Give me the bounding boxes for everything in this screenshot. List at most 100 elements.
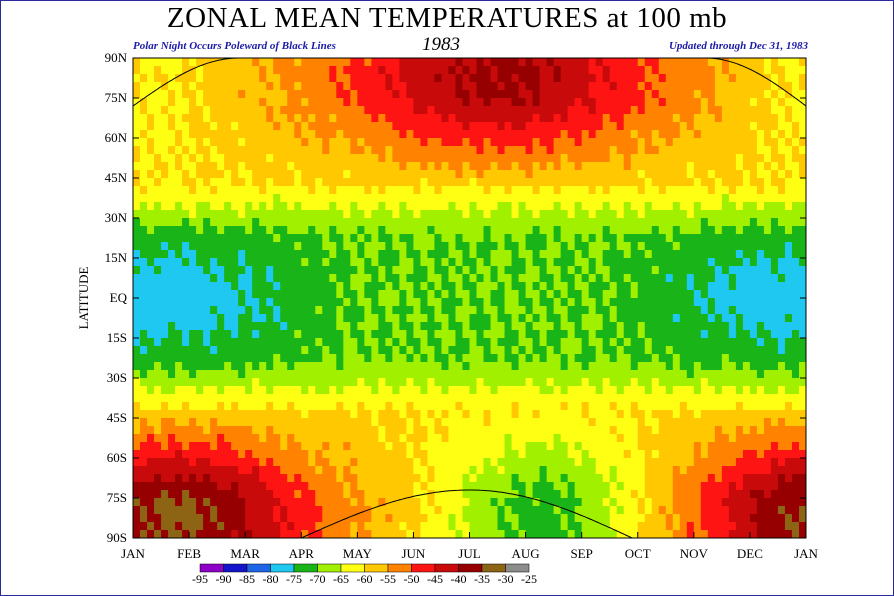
heatmap-cell [245, 90, 253, 99]
heatmap-cell [616, 530, 625, 538]
heatmap-cell [455, 378, 464, 387]
heatmap-cell [441, 202, 450, 211]
heatmap-cell [315, 362, 323, 371]
heatmap-cell [245, 458, 253, 467]
heatmap-cell [448, 98, 457, 107]
heatmap-cell [532, 434, 541, 443]
heatmap-cell [539, 330, 548, 339]
heatmap-cell [196, 114, 204, 123]
heatmap-cell [343, 66, 351, 75]
heatmap-cell [196, 394, 204, 403]
heatmap-cell [308, 178, 316, 187]
heatmap-cell [336, 434, 344, 443]
heatmap-cell [161, 122, 169, 131]
heatmap-cell [336, 306, 344, 315]
heatmap-cell [329, 490, 337, 499]
heatmap-cell [266, 378, 274, 387]
heatmap-cell [623, 154, 632, 163]
heatmap-cell [427, 114, 436, 123]
heatmap-cell [371, 378, 379, 387]
heatmap-cell [280, 58, 288, 67]
heatmap-cell [581, 290, 590, 299]
heatmap-cell [301, 394, 309, 403]
heatmap-cell [406, 370, 415, 379]
heatmap-cell [217, 394, 225, 403]
heatmap-cell [140, 434, 148, 443]
heatmap-cell [182, 482, 190, 491]
heatmap-cell [203, 442, 211, 451]
heatmap-cell [308, 450, 316, 459]
heatmap-cell [630, 82, 639, 91]
heatmap-cell [287, 202, 295, 211]
heatmap-cell [623, 274, 632, 283]
heatmap-cell [238, 362, 246, 371]
heatmap-cell [343, 106, 351, 115]
heatmap-cell [490, 138, 499, 147]
heatmap-cell [651, 370, 660, 379]
heatmap-cell [273, 354, 281, 363]
heatmap-cell [196, 130, 204, 139]
heatmap-cell [238, 434, 246, 443]
heatmap-cell [413, 506, 422, 515]
heatmap-cell [252, 162, 260, 171]
heatmap-cell [308, 506, 316, 515]
heatmap-cell [182, 178, 190, 187]
heatmap-cell [280, 298, 288, 307]
heatmap-cell [343, 194, 351, 203]
heatmap-cell [644, 354, 653, 363]
heatmap-cell [518, 170, 527, 179]
heatmap-cell [287, 338, 295, 347]
heatmap-cell [630, 386, 639, 395]
heatmap-cell [546, 410, 555, 419]
heatmap-cell [161, 362, 169, 371]
heatmap-cell [476, 210, 485, 219]
heatmap-cell [448, 162, 457, 171]
heatmap-cell [154, 346, 162, 355]
heatmap-cell [483, 274, 492, 283]
heatmap-cell [329, 370, 337, 379]
heatmap-cell [623, 98, 632, 107]
heatmap-cell [525, 370, 534, 379]
heatmap-cell [371, 338, 379, 347]
heatmap-cell [588, 370, 597, 379]
heatmap-cell [259, 522, 267, 531]
heatmap-cell [665, 58, 674, 67]
heatmap-cell [476, 498, 485, 507]
heatmap-cell [658, 338, 667, 347]
heatmap-cell [294, 98, 302, 107]
heatmap-cell [196, 458, 204, 467]
heatmap-cell [140, 346, 148, 355]
heatmap-cell [196, 498, 204, 507]
heatmap-cell [539, 298, 548, 307]
heatmap-cell [686, 266, 695, 275]
heatmap-cell [189, 330, 197, 339]
heatmap-cell [483, 178, 492, 187]
heatmap-cell [294, 442, 302, 451]
heatmap-cell [168, 66, 176, 75]
heatmap-cell [679, 138, 688, 147]
heatmap-cell [560, 234, 569, 243]
heatmap-cell [581, 210, 590, 219]
heatmap-cell [448, 354, 457, 363]
heatmap-cell [357, 186, 365, 195]
heatmap-cell [616, 410, 625, 419]
heatmap-cell [287, 298, 295, 307]
heatmap-cell [588, 90, 597, 99]
heatmap-cell [350, 314, 358, 323]
heatmap-cell [497, 218, 506, 227]
heatmap-cell [518, 114, 527, 123]
heatmap-cell [511, 226, 520, 235]
heatmap-cell [518, 474, 527, 483]
heatmap-cell [161, 250, 169, 259]
heatmap-cell [651, 522, 660, 531]
heatmap-cell [154, 138, 162, 147]
heatmap-cell [217, 490, 225, 499]
heatmap-cell [350, 274, 358, 283]
heatmap-cell [259, 266, 267, 275]
heatmap-cell [168, 114, 176, 123]
heatmap-cell [623, 426, 632, 435]
heatmap-cell [266, 226, 274, 235]
heatmap-cell [469, 314, 478, 323]
heatmap-cell [672, 514, 681, 523]
heatmap-cell [469, 498, 478, 507]
